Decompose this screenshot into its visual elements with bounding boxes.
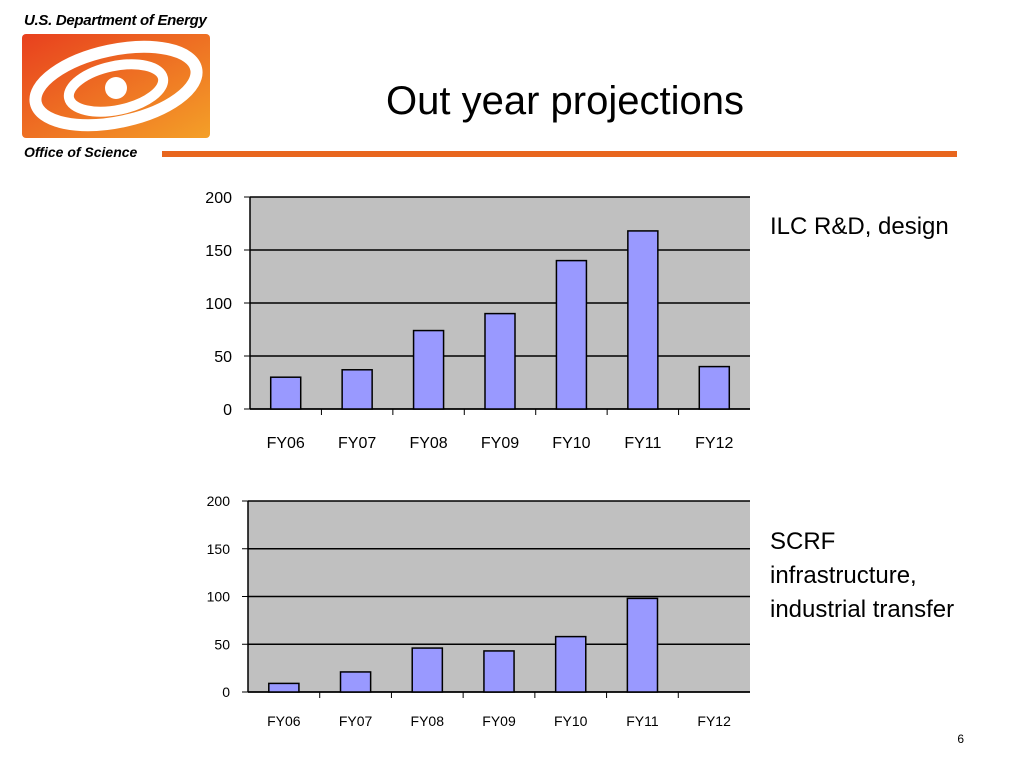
x-tick-label: FY06 [267, 435, 305, 452]
caption-line: industrial transfer [770, 596, 955, 623]
bar-fy09 [484, 312, 516, 410]
y-tick-label: 100 [205, 296, 232, 313]
bar-fy11 [626, 597, 659, 693]
y-tick-label: 150 [207, 541, 231, 557]
bar-fy08 [411, 647, 444, 693]
y-tick-label: 100 [207, 589, 231, 605]
x-tick-label: FY12 [697, 713, 731, 729]
x-tick-label: FY10 [554, 713, 588, 729]
caption-line: infrastructure, [770, 562, 917, 589]
y-tick-label: 0 [222, 684, 230, 700]
x-tick-label: FY09 [482, 713, 516, 729]
chart-caption-ilc: ILC R&D, design [770, 213, 949, 240]
y-tick-label: 200 [205, 190, 232, 207]
ilc-rd-bar-chart: 0 50 100 150 200 FY06 FY07 FY08 FY09 FY10 FY11 FY12 [205, 190, 750, 452]
x-tick-label: FY08 [411, 713, 445, 729]
chart-caption-scrf: SCRF infrastructure, industrial transfer [770, 525, 954, 627]
y-tick-label: 150 [205, 243, 232, 260]
header-divider [162, 151, 957, 157]
x-tick-label: FY07 [339, 713, 373, 729]
bar-fy10 [555, 259, 588, 410]
bar-fy10 [554, 635, 587, 693]
x-tick-label: FY07 [338, 435, 376, 452]
x-tick-label: FY10 [552, 435, 590, 452]
bar-fy07 [341, 369, 373, 410]
y-tick-label: 50 [214, 636, 230, 652]
y-tick-label: 200 [207, 493, 231, 509]
page-number: 6 [957, 732, 964, 746]
y-tick-label: 50 [214, 349, 232, 366]
x-tick-label: FY09 [481, 435, 519, 452]
x-tick-label: FY06 [267, 713, 301, 729]
bar-fy12 [698, 365, 731, 410]
org-name: U.S. Department of Energy [24, 12, 207, 29]
scrf-bar-chart: 0 50 100 150 200 FY06 FY07 FY08 FY09 FY10 FY11 FY12 [207, 493, 750, 729]
caption-line: SCRF [770, 528, 836, 555]
x-tick-label: FY12 [695, 435, 733, 452]
bar-fy11 [627, 230, 659, 410]
y-tick-label: 0 [223, 402, 232, 419]
bar-fy06 [269, 376, 302, 410]
doe-logo-icon [22, 34, 210, 138]
bar-fy08 [412, 329, 445, 410]
page-title: Out year projections [386, 78, 744, 123]
bar-fy09 [483, 650, 515, 693]
x-tick-label: FY11 [626, 713, 659, 729]
bar-fy06 [268, 682, 300, 693]
x-tick-label: FY11 [624, 435, 661, 452]
bar-fy07 [339, 671, 372, 693]
x-tick-label: FY08 [409, 435, 447, 452]
office-name: Office of Science [24, 144, 138, 160]
